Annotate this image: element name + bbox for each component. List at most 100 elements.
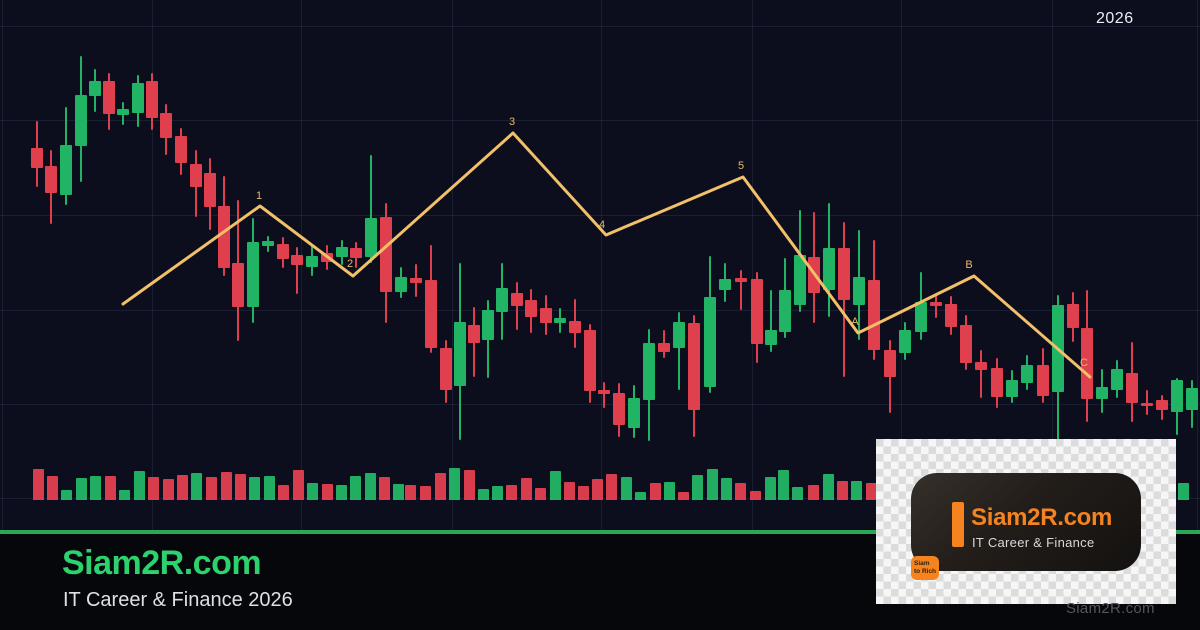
candlestick-body (440, 348, 452, 390)
volume-bar (378, 477, 390, 500)
badge-line-1: Siam (914, 560, 930, 567)
candlestick-body (540, 308, 552, 323)
volume-bar (404, 485, 416, 500)
grid-line-vertical (601, 0, 602, 530)
volume-bar (577, 486, 589, 500)
volume-bar (605, 474, 617, 500)
volume-bar (434, 473, 446, 500)
candlestick-body (103, 81, 115, 114)
candlestick-body (823, 248, 835, 290)
volume-bar (118, 490, 130, 500)
volume-bar (477, 489, 489, 500)
volume-bar (392, 484, 404, 500)
volume-bar (75, 478, 87, 500)
candlestick-wick (980, 350, 982, 398)
volume-bar (364, 473, 376, 500)
volume-bar (549, 471, 561, 500)
volume-bar (807, 485, 819, 500)
candlestick-body (1141, 403, 1153, 406)
volume-bar (60, 490, 72, 500)
volume-bar (850, 481, 862, 500)
grid-line-horizontal (0, 310, 1200, 311)
volume-bar (777, 470, 789, 500)
candlestick-body (673, 322, 685, 348)
volume-bar (335, 485, 347, 500)
candlestick-body (643, 343, 655, 400)
candlestick-body (204, 173, 216, 207)
candlestick-body (425, 280, 437, 348)
candlestick-body (306, 256, 318, 267)
candlestick-body (945, 304, 957, 327)
candlestick-body (175, 136, 187, 163)
volume-bar (520, 478, 532, 500)
volume-bar (263, 476, 275, 500)
volume-bar (691, 475, 703, 500)
volume-bar (419, 486, 431, 500)
watermark: Siam2R.com (1066, 600, 1155, 617)
volume-bar (836, 481, 848, 500)
candlestick-body (868, 280, 880, 350)
candlestick-body (410, 278, 422, 283)
volume-bar (505, 485, 517, 500)
logo-brand: Siam2R.com (971, 504, 1113, 531)
candlestick-body (975, 362, 987, 370)
candlestick-body (1037, 365, 1049, 396)
candlestick-body (1111, 369, 1123, 390)
candlestick-body (884, 350, 896, 377)
candlestick-body (808, 257, 820, 293)
candlestick-body (132, 83, 144, 113)
volume-bar (234, 474, 246, 500)
volume-bar (591, 479, 603, 500)
volume-bar (349, 476, 361, 500)
candlestick-body (991, 368, 1003, 397)
grid-line-vertical (301, 0, 302, 530)
wave-label-1: 1 (255, 190, 263, 202)
candlestick-wick (740, 270, 742, 310)
volume-bar (176, 475, 188, 500)
volume-bar (649, 483, 661, 500)
grid-line-vertical (752, 0, 753, 530)
candlestick-body (277, 244, 289, 259)
grid-line-horizontal (0, 120, 1200, 121)
wave-label-5: 5 (737, 160, 745, 172)
volume-bar (791, 487, 803, 500)
candlestick-body (598, 390, 610, 394)
candlestick-body (45, 166, 57, 193)
volume-bar (46, 476, 58, 500)
volume-bar (292, 470, 304, 500)
volume-bar (463, 470, 475, 500)
wave-label-4: 4 (598, 219, 606, 231)
candlestick-body (468, 325, 480, 343)
candlestick-body (719, 279, 731, 290)
brand-title: Siam2R.com (62, 544, 262, 582)
candlestick-body (511, 293, 523, 306)
green-divider (0, 530, 1200, 534)
candlestick-body (60, 145, 72, 195)
volume-bar (1177, 483, 1189, 500)
candlestick-body (915, 302, 927, 332)
brand-tagline: IT Career & Finance 2026 (63, 589, 293, 611)
candlestick-body (838, 248, 850, 300)
volume-bar (190, 473, 202, 500)
grid-line-horizontal (0, 215, 1200, 216)
volume-bar (706, 469, 718, 500)
volume-bar (749, 491, 761, 500)
candlestick-body (380, 217, 392, 292)
candlestick-body (262, 241, 274, 246)
volume-bar (321, 484, 333, 500)
candlestick-wick (935, 295, 937, 318)
volume-bar (677, 492, 689, 500)
candlestick-body (1126, 373, 1138, 403)
wave-label-C: C (1080, 357, 1088, 369)
candlestick-body (765, 330, 777, 345)
candlestick-body (569, 321, 581, 333)
candlestick-body (454, 322, 466, 386)
year-label: 2026 (1096, 10, 1134, 27)
candlestick-body (190, 164, 202, 187)
wave-label-3: 3 (508, 116, 516, 128)
candlestick-body (395, 277, 407, 292)
candlestick-body (704, 297, 716, 387)
volume-bar (162, 479, 174, 500)
volume-bar (734, 483, 746, 500)
